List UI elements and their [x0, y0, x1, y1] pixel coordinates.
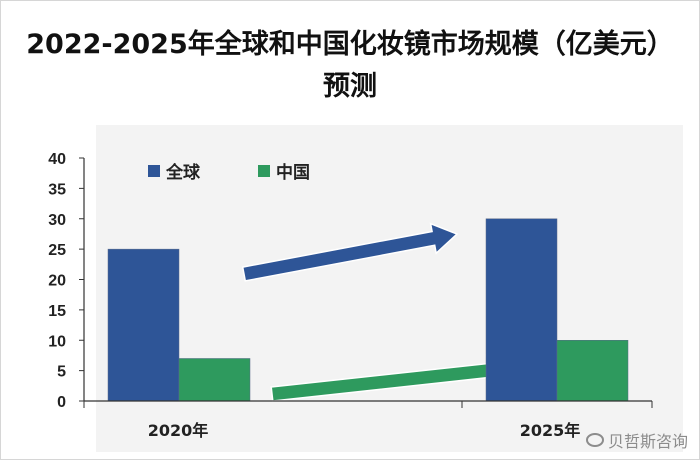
legend-item-china: 中国 [258, 158, 310, 183]
bar-china-1 [178, 358, 251, 402]
bars [107, 218, 629, 402]
chart-title: 2022-2025年全球和中国化妆镜市场规模（亿美元）预测 [26, 29, 674, 102]
bar-china-2 [556, 340, 629, 402]
watermark: 贝哲斯咨询 [585, 428, 688, 452]
y-tick-label-15: 15 [48, 303, 66, 320]
y-tick-label-40: 40 [48, 151, 66, 168]
y-tick-label-35: 35 [48, 181, 66, 198]
weibo-icon [585, 433, 604, 447]
y-tick-label-25: 25 [48, 242, 66, 259]
y-tick-label-10: 10 [48, 333, 66, 350]
trend-arrow-1 [241, 222, 459, 282]
legend-label-global: 全球 [166, 163, 200, 183]
y-tick-label-20: 20 [48, 273, 66, 290]
bar-global-1 [107, 248, 180, 402]
y-tick-label-5: 5 [57, 364, 66, 381]
x-tick-label-2: 2025年 [520, 421, 581, 440]
legend-swatch-global [148, 164, 160, 177]
legend-swatch-china [258, 164, 270, 177]
y-tick-label-0: 0 [57, 394, 66, 411]
x-tick-label-1: 2020年 [148, 421, 209, 440]
trend-arrows [241, 222, 514, 402]
bar-global-2 [485, 218, 558, 402]
y-tick-label-30: 30 [48, 212, 66, 229]
legend: 全球 中国 [148, 158, 310, 183]
axes: 0 5 10 15 20 25 30 35 40 2020年 2025年 [48, 151, 653, 440]
watermark-text: 贝哲斯咨询 [607, 432, 688, 451]
trend-arrow-2 [270, 354, 514, 402]
legend-label-china: 中国 [276, 163, 310, 183]
legend-item-global: 全球 [148, 158, 200, 183]
